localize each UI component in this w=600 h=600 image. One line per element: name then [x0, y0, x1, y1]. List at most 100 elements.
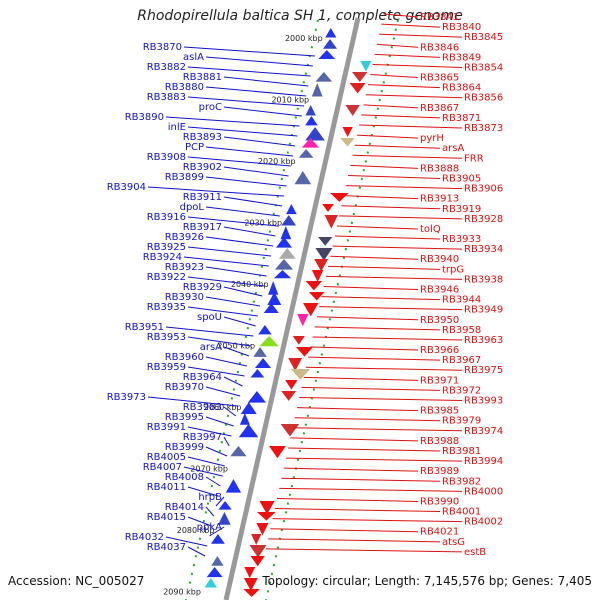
- left-gene-label: RB4008: [165, 472, 204, 483]
- left-label-leader: [205, 386, 241, 397]
- kbp-tick-bg: [269, 93, 318, 105]
- left-gene-label: RB3991: [147, 422, 186, 433]
- left-gene-label: RB3899: [165, 172, 204, 183]
- right-gene-feature: [243, 578, 258, 592]
- left-label-leader: [187, 156, 291, 167]
- right-gene-label: RB3873: [464, 123, 503, 134]
- right-label-leader: [323, 286, 419, 290]
- left-gene-label: RB3883: [147, 92, 186, 103]
- right-label-leader: [268, 538, 441, 543]
- left-gene-feature: [322, 39, 338, 49]
- left-gene-label: RB3999: [165, 442, 204, 453]
- right-label-leader: [281, 477, 441, 482]
- left-label-leader: [183, 256, 269, 267]
- left-gene-feature: [255, 358, 272, 369]
- left-gene-label: RB4005: [147, 452, 186, 463]
- right-gene-label: RB3963: [464, 335, 503, 346]
- right-label-leader: [308, 356, 441, 361]
- right-label-leader: [265, 548, 463, 553]
- left-gene-feature: [259, 336, 279, 347]
- right-label-leader: [292, 427, 463, 432]
- kbp-tick-label: 2000 kbp: [285, 34, 323, 43]
- right-label-leader: [328, 265, 441, 270]
- right-tick-track: [265, 19, 399, 600]
- left-gene-label: RB3926: [165, 232, 204, 243]
- left-label-leader: [187, 486, 219, 497]
- right-label-leader: [356, 134, 419, 139]
- left-gene-label: RB3929: [183, 282, 222, 293]
- right-gene-feature: [243, 589, 260, 598]
- right-label-leader: [319, 306, 463, 311]
- right-gene-feature: [269, 446, 286, 459]
- left-gene-label: RB3870: [143, 42, 182, 53]
- left-gene-label: RB3970: [165, 382, 204, 393]
- right-label-leader: [316, 316, 419, 321]
- left-label-leader: [205, 266, 267, 277]
- left-label-leader: [187, 276, 265, 287]
- left-gene-label: PCP: [185, 142, 204, 153]
- left-gene-feature: [286, 204, 297, 215]
- right-label-leader: [303, 376, 419, 381]
- right-gene-feature: [305, 281, 323, 291]
- right-gene-label: RB3841: [420, 12, 459, 23]
- left-gene-feature: [325, 28, 337, 38]
- kbp-tick-label: 2060 kbp: [204, 403, 242, 412]
- left-label-leader: [165, 536, 208, 547]
- right-label-leader: [354, 144, 441, 149]
- right-gene-feature: [345, 105, 360, 116]
- right-gene-label: RB4021: [420, 527, 459, 538]
- left-gene-label: RB3923: [165, 262, 204, 273]
- left-gene-label: RB3924: [143, 252, 182, 263]
- right-gene-feature: [250, 556, 265, 567]
- left-gene-label: RB3893: [183, 132, 222, 143]
- right-gene-label: RB3993: [464, 396, 503, 407]
- left-gene-feature: [280, 226, 292, 240]
- left-gene-feature: [258, 325, 272, 335]
- right-gene-label: atsG: [442, 537, 465, 548]
- left-label-leader: [205, 296, 261, 307]
- left-label-leader: [183, 46, 316, 57]
- left-label-leader: [209, 526, 225, 537]
- right-label-leader: [288, 447, 441, 452]
- right-gene-feature: [340, 138, 355, 147]
- right-label-leader: [345, 185, 463, 190]
- left-gene-label: RB3983: [183, 402, 222, 413]
- left-gene-label: RB4032: [125, 532, 164, 543]
- left-label-leader: [205, 86, 307, 97]
- right-gene-label: RB3867: [420, 103, 459, 114]
- right-label-leader: [348, 174, 441, 179]
- left-gene-feature: [210, 534, 225, 544]
- left-gene-label: RB3960: [165, 352, 204, 363]
- left-label-leader: [223, 436, 230, 447]
- right-gene-label: RB3940: [420, 254, 459, 265]
- right-label-leader: [368, 84, 441, 89]
- left-gene-feature: [268, 281, 279, 295]
- right-gene-label: RB3949: [464, 305, 503, 316]
- left-gene-feature: [247, 391, 266, 403]
- right-label-leader: [301, 386, 441, 391]
- right-gene-label: RB3985: [420, 406, 459, 417]
- right-label-leader: [339, 215, 463, 220]
- left-gene-feature: [250, 369, 265, 378]
- left-label-leader: [147, 186, 285, 197]
- right-gene-label: RB3938: [464, 274, 503, 285]
- right-label-leader: [299, 397, 463, 402]
- right-gene-label: RB3888: [420, 163, 459, 174]
- kbp-tick-label: 2020 kbp: [258, 157, 296, 166]
- genome-axis: [223, 17, 361, 600]
- left-gene-feature: [318, 50, 336, 59]
- left-gene-label: RB3880: [165, 82, 204, 93]
- left-gene-feature: [239, 413, 250, 425]
- right-gene-label: RB3856: [464, 93, 503, 104]
- right-gene-feature: [352, 72, 368, 82]
- right-gene-label: trpG: [442, 264, 464, 275]
- right-gene-label: RB3971: [420, 375, 459, 386]
- right-label-leader: [334, 235, 441, 240]
- left-gene-label: RB3902: [183, 162, 222, 173]
- left-gene-label: RB3964: [183, 372, 222, 383]
- left-gene-label: hrpB: [198, 492, 222, 503]
- left-gene-feature: [311, 83, 323, 97]
- left-gene-label: RB3925: [147, 242, 186, 253]
- right-gene-label: RB3979: [442, 416, 481, 427]
- left-label-leader: [187, 66, 311, 77]
